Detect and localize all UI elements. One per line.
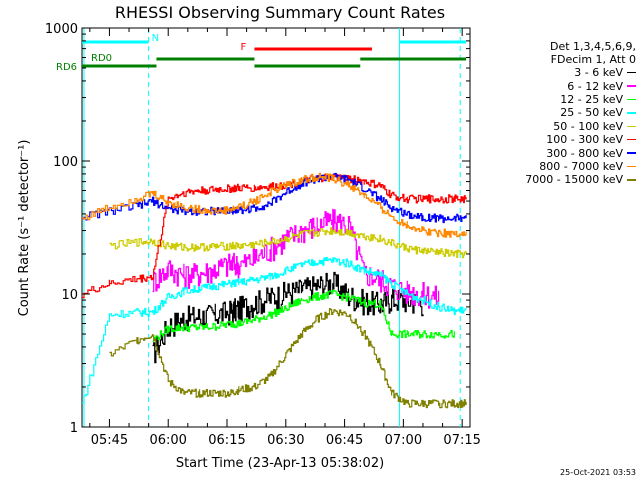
event-lines [83, 28, 461, 427]
y-axis-label-text: Count Rate (s⁻¹ detector⁻¹) [17, 140, 32, 317]
x-axis-label: Start Time (23-Apr-13 05:38:02) [176, 456, 384, 471]
series-line-7 [82, 172, 467, 238]
y-tick-label-2: 100 [53, 155, 78, 170]
legend-item-8: 7000 - 15000 keV [478, 173, 636, 186]
x-tick-label-2: 06:15 [208, 433, 245, 448]
series-line-2 [152, 289, 455, 342]
legend-swatch-5 [627, 138, 636, 141]
y-tick-label-0: 1 [70, 421, 78, 436]
state-bar-label-rd6: RD6 [56, 62, 77, 73]
axes: 1 10 100 1000 05:45 06:00 06:15 06:30 06:45 07:00… [45, 22, 481, 448]
legend-item-1: 6 - 12 keV [478, 79, 636, 93]
legend-swatch-4 [627, 125, 636, 127]
series-line-8 [109, 308, 467, 409]
legend-header-line-1: Det 1,3,4,5,6,9, [549, 40, 636, 53]
legend-item-5: 100 - 300 keV [478, 133, 636, 146]
series-line-1 [152, 208, 440, 309]
legend-item-2: 12 - 25 keV [478, 93, 636, 106]
plot-border [81, 27, 471, 428]
legend-label-5: 100 - 300 keV [546, 133, 623, 147]
y-axis-label: Count Rate (s⁻¹ detector⁻¹) [17, 140, 32, 317]
y-tick-label-3: 1000 [45, 22, 78, 37]
legend-swatch-3 [627, 112, 636, 114]
series-line-4 [109, 227, 467, 259]
x-tick-label-3: 06:30 [267, 433, 304, 448]
legend-item-6: 300 - 800 keV [478, 146, 636, 160]
legend-label-6: 300 - 800 keV [546, 146, 623, 160]
x-tick-label-5: 07:00 [385, 433, 422, 448]
legend-item-0: 3 - 6 keV [478, 66, 636, 79]
legend: Det 1,3,4,5,6,9, FDecim 1, Att 0 3 - 6 k… [478, 40, 636, 187]
legend-swatch-6 [627, 152, 636, 154]
legend-label-0: 3 - 6 keV [574, 66, 623, 80]
legend-swatch-8 [627, 179, 636, 181]
state-bars: N F RD0 RD6 [56, 33, 467, 73]
y-tick-label-1: 10 [61, 288, 78, 303]
x-tick-label-4: 06:45 [326, 433, 363, 448]
legend-rows: 3 - 6 keV 6 - 12 keV 12 - 25 keV 25 - 50 ke… [478, 66, 636, 187]
x-tick-label-0: 05:45 [91, 433, 128, 448]
legend-label-8: 7000 - 15000 keV [525, 173, 623, 187]
legend-label-4: 50 - 100 keV [553, 119, 623, 133]
series-line-5 [82, 173, 467, 299]
plot-frame [81, 27, 471, 428]
state-bar-label-f: F [240, 42, 246, 53]
series-layer [82, 172, 467, 409]
x-tick-label-6: 07:15 [443, 433, 480, 448]
series-line-0 [152, 271, 424, 364]
x-tick-label-1: 06:00 [149, 433, 186, 448]
series-line-6 [82, 172, 467, 224]
state-bar-label-rd0: RD0 [91, 53, 112, 64]
legend-swatch-1 [627, 85, 636, 87]
legend-swatch-0 [627, 71, 636, 74]
legend-swatch-2 [627, 98, 636, 101]
legend-item-3: 25 - 50 keV [478, 106, 636, 119]
legend-item-4: 50 - 100 keV [478, 120, 636, 133]
legend-label-2: 12 - 25 keV [560, 92, 623, 106]
legend-header-line-2: FDecim 1, Att 0 [550, 53, 636, 66]
legend-item-7: 800 - 7000 keV [478, 160, 636, 173]
state-bar-label-n: N [152, 33, 159, 44]
footer-timestamp: 25-Oct-2021 03:53 [560, 468, 636, 477]
legend-label-3: 25 - 50 keV [560, 106, 623, 120]
legend-label-7: 800 - 7000 keV [539, 159, 623, 173]
legend-label-1: 6 - 12 keV [567, 79, 623, 93]
chart-title: RHESSI Observing Summary Count Rates [115, 3, 445, 22]
series-line-3 [82, 257, 467, 404]
legend-swatch-7 [627, 165, 636, 168]
